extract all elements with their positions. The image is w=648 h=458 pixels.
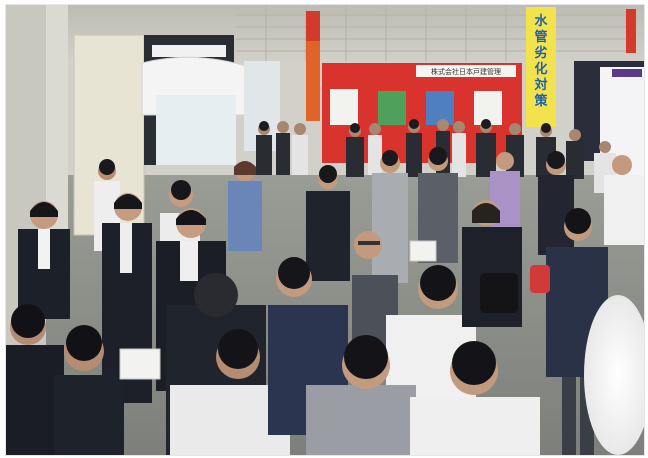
pamphlet: [119, 348, 161, 380]
banner-yellow-text: 水 管 劣 化 対 策: [533, 13, 548, 109]
wall-poster-2: [378, 91, 406, 125]
booth-dark-panel-strip: [152, 45, 226, 57]
ceiling-grid: [236, 5, 626, 61]
svg-text:管: 管: [534, 29, 547, 45]
svg-text:化: 化: [534, 61, 547, 77]
booth-poster-left: [156, 95, 236, 165]
crowd-middle: [94, 147, 644, 283]
crowd-foreground: [6, 200, 644, 455]
wall-poster-4: [474, 91, 502, 125]
flag-right: [626, 9, 636, 53]
svg-text:対: 対: [533, 77, 547, 93]
svg-text:水: 水: [534, 13, 548, 29]
person-left-suit: [18, 201, 70, 319]
banner-yellow: [526, 7, 556, 127]
wall-poster-3: [426, 91, 454, 125]
svg-text:策: 策: [534, 93, 548, 109]
wall-poster-1: [330, 89, 358, 125]
trade-show-photo: 株式会社日本戸建管理 水 管 劣 化 対 策: [6, 5, 644, 455]
booth-header-sign: [416, 65, 516, 77]
booth-right-purple: [612, 69, 642, 77]
photo-frame: 株式会社日本戸建管理 水 管 劣 化 対 策: [5, 4, 645, 456]
booth-header-sign-text: 株式会社日本戸建管理: [431, 67, 501, 76]
svg-text:劣: 劣: [534, 45, 547, 61]
paper-handout: [409, 240, 437, 262]
